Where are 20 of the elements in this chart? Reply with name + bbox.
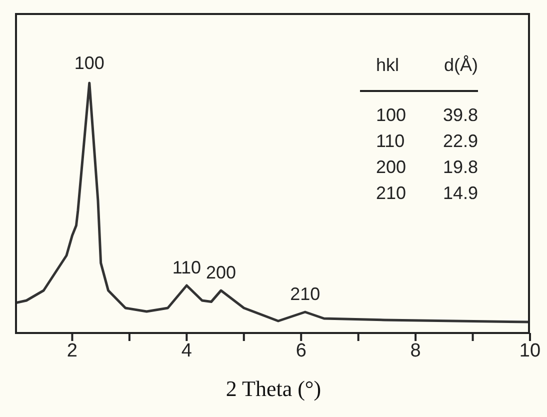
annotation: 200 [375,156,408,179]
annotation: 200 [206,262,236,282]
x-tick-label: 8 [410,340,421,362]
annotation: 110 [172,258,202,278]
x-tick-label: 10 [519,340,541,362]
annotation: 210 [290,284,320,304]
annotation: 22.9 [442,130,478,153]
x-axis-title: 2 Theta (°) [224,376,322,402]
x-tick-label: 6 [296,340,306,362]
annotation: 14.9 [442,182,478,205]
annotation: 110 [375,130,406,153]
annotation: 19.8 [442,156,478,179]
text: d(Å) [418,52,478,92]
text: hkl [360,52,418,92]
x-tick-label: 2 [66,340,78,362]
x-tick-label: 4 [181,340,192,362]
annotation: 100 [74,53,104,73]
annotation: 100 [375,104,408,127]
annotation: 39.8 [442,104,478,127]
annotation: 210 [375,182,408,205]
